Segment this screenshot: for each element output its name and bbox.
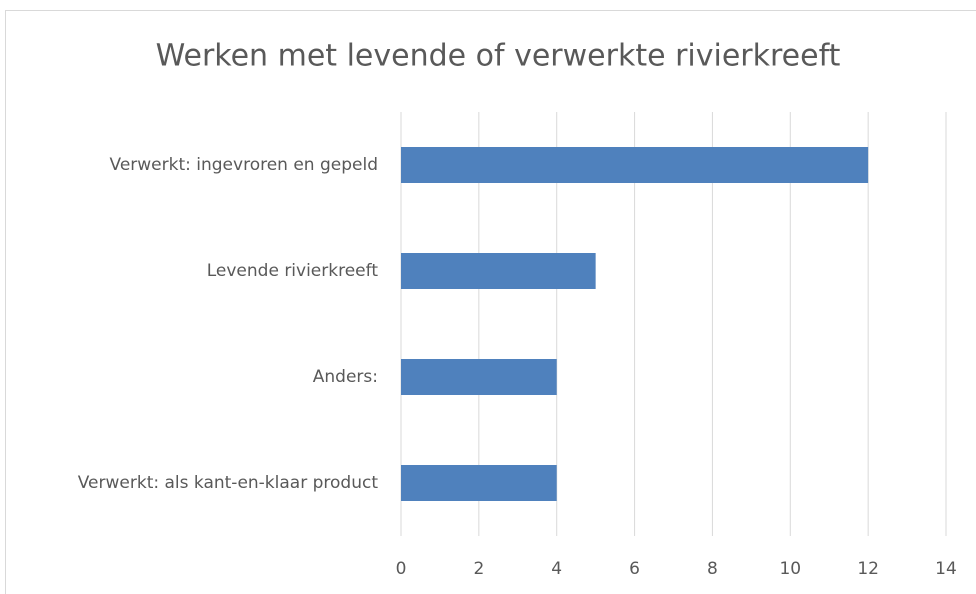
y-tick-label: Anders: [313, 367, 378, 387]
y-tick-label: Verwerkt: ingevroren en gepeld [110, 155, 378, 175]
x-tick-label: 2 [473, 559, 484, 579]
x-tick-label: 4 [551, 559, 562, 579]
chart-title: Werken met levende of verwerkte rivierkr… [156, 39, 841, 74]
y-tick-label: Verwerkt: als kant-en-klaar product [78, 473, 379, 493]
x-tick-label: 0 [396, 559, 407, 579]
x-tick-label: 8 [707, 559, 718, 579]
bar [401, 147, 869, 183]
y-tick-label: Levende rivierkreeft [207, 261, 379, 281]
x-tick-label: 10 [779, 559, 801, 579]
bar [401, 359, 557, 395]
x-tick-label: 6 [629, 559, 640, 579]
bar [401, 253, 596, 289]
bar [401, 465, 557, 501]
x-tick-label: 12 [857, 559, 879, 579]
x-tick-label: 14 [935, 559, 957, 579]
chart-frame [5, 10, 976, 594]
